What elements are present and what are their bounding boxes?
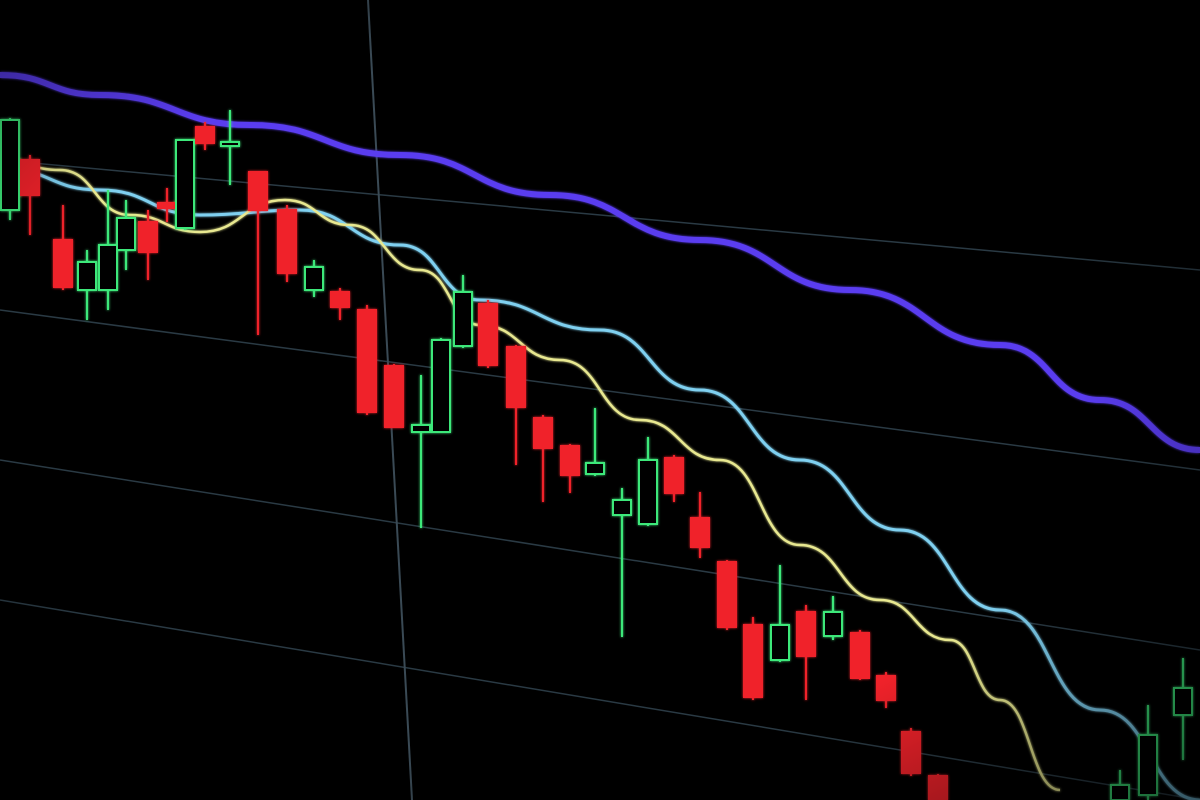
- vignette: [0, 0, 1200, 800]
- candlestick-chart-photo: [0, 0, 1200, 800]
